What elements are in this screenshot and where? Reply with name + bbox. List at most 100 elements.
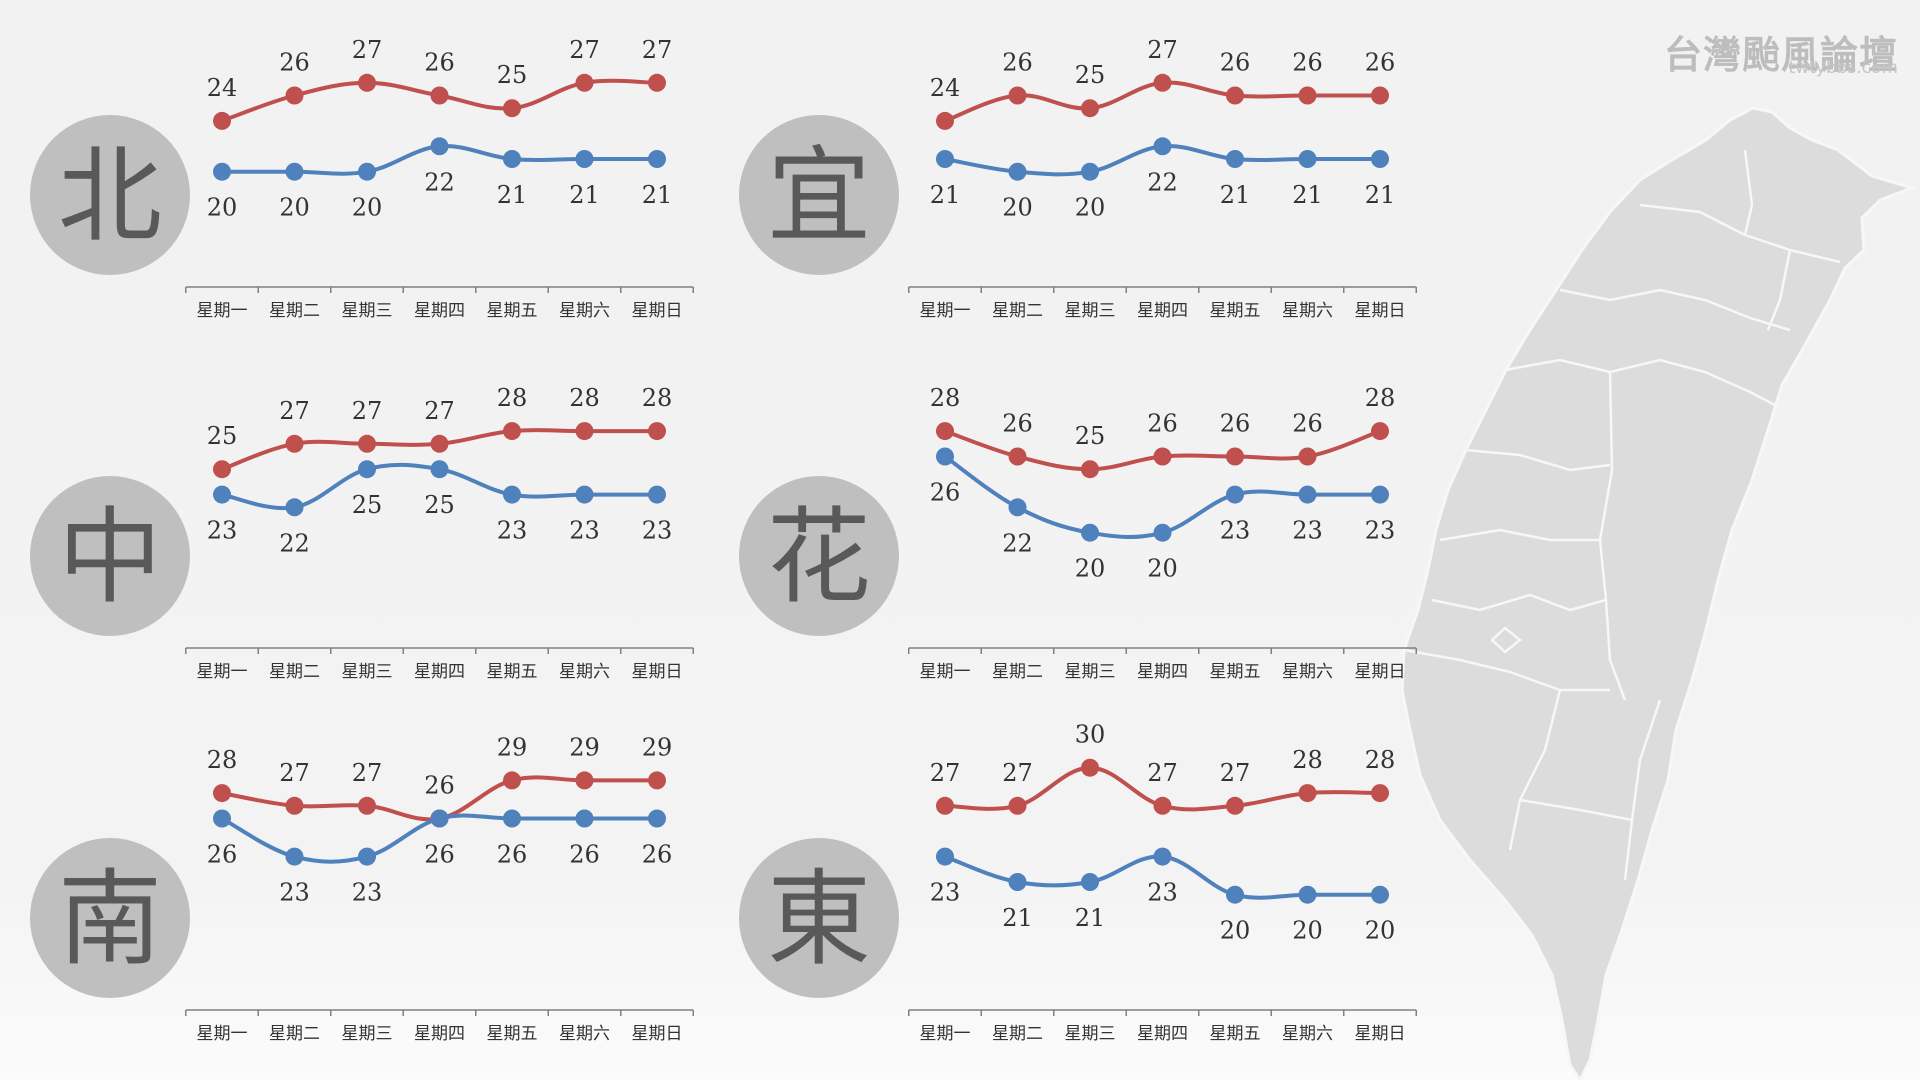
data-label: 20	[1075, 194, 1106, 222]
county-border	[1403, 648, 1610, 692]
data-label: 27	[279, 397, 310, 425]
data-point	[430, 460, 449, 479]
data-label: 22	[1147, 168, 1178, 196]
data-label: 21	[1002, 904, 1033, 932]
data-point	[575, 150, 594, 168]
data-point	[648, 809, 666, 828]
county-border	[1465, 448, 1611, 472]
data-label: 27	[352, 759, 383, 787]
x-tick-label: 星期日	[632, 1024, 683, 1044]
data-point	[358, 460, 376, 479]
data-label: 26	[424, 49, 455, 77]
data-point	[358, 847, 376, 866]
data-label: 26	[930, 479, 961, 507]
x-tick-label: 星期三	[342, 301, 393, 321]
data-label: 24	[930, 74, 961, 102]
data-label: 21	[1365, 181, 1396, 209]
data-point	[1298, 447, 1317, 466]
data-label: 26	[642, 841, 673, 869]
data-point	[1153, 137, 1172, 156]
x-tick-label: 星期六	[559, 662, 610, 682]
taiwan-map-icon	[1400, 106, 1917, 1080]
data-point	[285, 796, 304, 815]
data-label: 21	[569, 181, 600, 209]
data-label: 26	[569, 841, 600, 869]
data-point	[936, 447, 954, 466]
data-label: 29	[569, 733, 600, 761]
data-label: 26	[207, 841, 238, 869]
data-label: 21	[1292, 181, 1323, 209]
data-label: 20	[1002, 194, 1033, 222]
data-point	[1298, 885, 1317, 904]
x-tick-label: 星期日	[632, 662, 683, 682]
data-point	[575, 422, 594, 441]
data-label: 25	[497, 61, 528, 89]
x-tick-label: 星期一	[920, 1024, 971, 1044]
data-label: 20	[352, 194, 383, 222]
data-point	[936, 847, 954, 866]
data-point	[1371, 86, 1389, 105]
data-label: 20	[1365, 917, 1396, 945]
x-tick-label: 星期五	[487, 1024, 538, 1044]
data-label: 23	[642, 517, 673, 545]
data-label: 22	[1002, 529, 1033, 557]
county-border	[1508, 689, 1562, 851]
data-point	[285, 847, 304, 866]
data-point	[1371, 422, 1389, 441]
data-label: 26	[279, 49, 310, 77]
data-point	[1081, 460, 1099, 479]
x-tick-label: 星期三	[342, 662, 393, 682]
data-label: 27	[1220, 759, 1251, 787]
data-label: 23	[1220, 517, 1251, 545]
data-label: 28	[497, 384, 528, 412]
x-tick-label: 星期一	[920, 301, 971, 321]
data-point	[430, 809, 449, 828]
data-point	[213, 485, 231, 504]
x-tick-label: 星期一	[197, 662, 248, 682]
data-label: 25	[1075, 61, 1106, 89]
data-label: 26	[1147, 410, 1178, 438]
data-label: 26	[1292, 49, 1323, 77]
data-point	[575, 771, 594, 790]
data-point	[1226, 885, 1244, 904]
data-point	[285, 434, 304, 453]
data-point	[1153, 796, 1172, 815]
region-label: 南	[58, 858, 162, 980]
data-point	[1081, 162, 1099, 181]
x-tick-label: 星期三	[1065, 1024, 1116, 1044]
x-tick-label: 星期六	[1282, 301, 1333, 321]
data-point	[213, 162, 231, 181]
data-point	[648, 150, 666, 168]
data-point	[285, 498, 304, 517]
data-label: 21	[642, 181, 673, 209]
region-label: 花	[767, 496, 871, 618]
data-point	[1226, 447, 1244, 466]
data-point	[1371, 150, 1389, 168]
region-badge	[739, 115, 899, 275]
data-point	[936, 111, 954, 130]
data-point	[1298, 86, 1317, 105]
data-point	[575, 73, 594, 92]
data-point	[358, 162, 376, 181]
taiwan-outline	[1400, 106, 1917, 1080]
data-label: 22	[424, 168, 455, 196]
data-point	[1008, 873, 1027, 891]
data-point	[648, 771, 666, 790]
x-tick-label: 星期四	[1137, 1024, 1188, 1044]
data-label: 26	[1002, 410, 1033, 438]
data-point	[1371, 784, 1389, 803]
data-point	[213, 111, 231, 130]
county-border	[1743, 149, 1754, 236]
data-point	[1153, 523, 1172, 542]
region-badge	[739, 838, 899, 998]
data-label: 23	[1365, 517, 1396, 545]
data-label: 20	[1292, 917, 1323, 945]
x-tick-label: 星期六	[559, 301, 610, 321]
x-tick-label: 星期三	[1065, 662, 1116, 682]
x-tick-label: 星期二	[269, 301, 320, 321]
data-label: 28	[207, 746, 238, 774]
county-border	[1559, 288, 1791, 332]
data-label: 30	[1075, 721, 1106, 749]
x-tick-label: 星期二	[992, 301, 1043, 321]
